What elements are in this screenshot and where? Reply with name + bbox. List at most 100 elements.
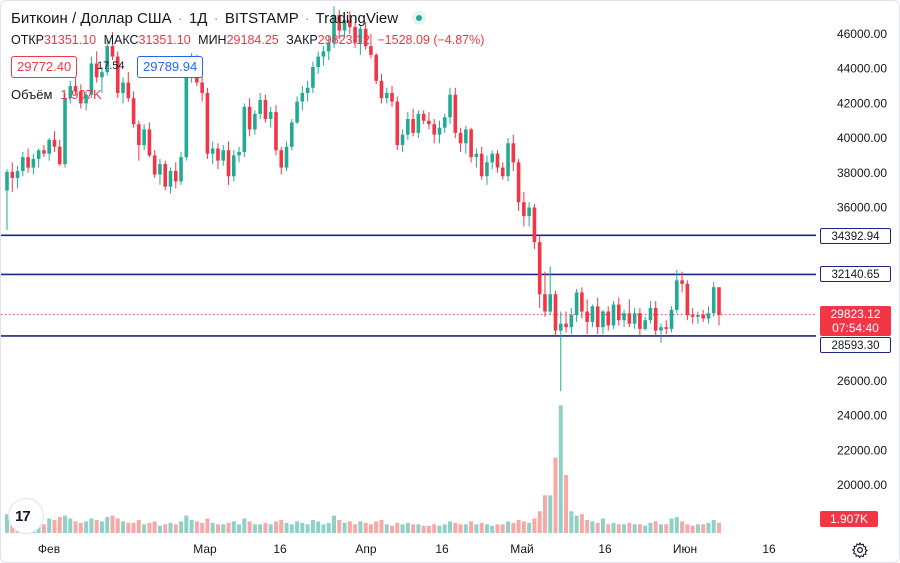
volume-bar (437, 525, 442, 533)
volume-bar (73, 521, 78, 533)
volume-bar (47, 518, 52, 533)
volume-bar (173, 524, 178, 533)
candle-body (522, 202, 526, 217)
candle-body (516, 162, 521, 203)
price-tick-label: 24000.00 (837, 409, 887, 423)
candle-body (643, 320, 647, 329)
volume-bar (484, 524, 489, 533)
candle-body (506, 143, 510, 177)
candle-body (390, 92, 394, 102)
price-tick-label: 26000.00 (837, 374, 887, 388)
level-badge-1: 34392.94 (820, 228, 891, 244)
volume-bar (448, 521, 453, 533)
volume-bar (537, 511, 542, 533)
candle-body (500, 167, 505, 177)
buy-button[interactable]: 29789.94 (137, 56, 204, 78)
candle-body (553, 294, 558, 331)
open-label: ОТКР (11, 33, 44, 47)
high-value: 31351.10 (138, 33, 191, 47)
volume-bar (168, 522, 173, 533)
candle-body (89, 63, 94, 95)
volume-legend[interactable]: Объём 1.907K (11, 87, 102, 102)
volume-bar (384, 524, 389, 533)
volume-bar (89, 518, 94, 533)
volume-bar (205, 518, 210, 533)
candle-body (595, 306, 600, 328)
candle-body (311, 66, 315, 88)
volume-bar (400, 524, 405, 533)
candle-body (147, 129, 152, 156)
volume-bar (131, 522, 136, 533)
volume-bar (717, 522, 721, 533)
candle-body (342, 20, 347, 31)
volume-bar (432, 524, 437, 533)
volume-bar (252, 524, 257, 533)
volume-bar (273, 521, 278, 533)
candle-body (574, 292, 579, 316)
candle-body (279, 150, 284, 168)
candle-body (268, 112, 273, 119)
candle-body (558, 323, 563, 331)
candle-body (427, 120, 431, 125)
candle-body (184, 70, 189, 158)
candle-body (711, 287, 716, 314)
volume-bar (574, 515, 579, 533)
candle-body (400, 134, 405, 146)
symbol-header: Биткоин / Доллар США · 1Д · BITSTAMP · T… (11, 10, 427, 27)
volume-bar (337, 519, 342, 533)
volume-bar (680, 521, 685, 533)
volume-bar (10, 522, 15, 533)
volume-bar (57, 517, 62, 533)
volume-bar (416, 524, 421, 533)
volume-bar (695, 524, 700, 533)
candle-body (36, 150, 41, 159)
candle-body (374, 54, 378, 81)
sell-button[interactable]: 29772.40 (11, 56, 78, 78)
candle-body (263, 99, 268, 119)
volume-bar (189, 519, 194, 533)
volume-bar (590, 521, 595, 533)
candle-body (485, 162, 489, 177)
gear-icon[interactable] (851, 541, 869, 559)
time-tick-label: Мар (193, 542, 217, 556)
candle-body (453, 94, 458, 133)
volume-bar (284, 522, 289, 533)
volume-bar (94, 519, 99, 533)
volume-bar (142, 524, 147, 533)
volume-bar (179, 521, 184, 533)
candle-body (305, 87, 310, 93)
volume-bar (706, 522, 711, 533)
volume-bar (289, 524, 294, 533)
candle-body (226, 150, 231, 177)
candle-body (73, 86, 78, 92)
volume-bar (711, 519, 716, 533)
volume-bar (353, 524, 358, 533)
candle-body (316, 56, 320, 67)
tradingview-logo-icon[interactable]: 17 (9, 499, 43, 533)
volume-bar (500, 524, 505, 533)
symbol-name[interactable]: Биткоин / Доллар США (11, 10, 172, 27)
candle-body (638, 313, 642, 329)
volume-bar (210, 522, 215, 533)
volume-bar (268, 524, 273, 533)
volume-bar (469, 521, 474, 533)
candle-body (253, 113, 257, 130)
candle-body (57, 146, 62, 165)
volume-bar (426, 525, 431, 533)
volume-bar (558, 405, 563, 533)
candle-body (5, 171, 9, 191)
volume-bar (368, 524, 373, 533)
interval-label[interactable]: 1Д (188, 10, 208, 27)
last-price-badge: 29823.12 07:54:40 (820, 306, 891, 336)
price-tick-label: 20000.00 (837, 478, 887, 492)
open-value: 31351.10 (43, 33, 97, 47)
candle-body (110, 46, 115, 57)
volume-bar (295, 521, 300, 533)
volume-bar (411, 524, 416, 533)
volume-bar (495, 524, 500, 533)
candle-body (105, 46, 110, 73)
volume-bar (521, 521, 526, 533)
candle-body (532, 207, 537, 243)
